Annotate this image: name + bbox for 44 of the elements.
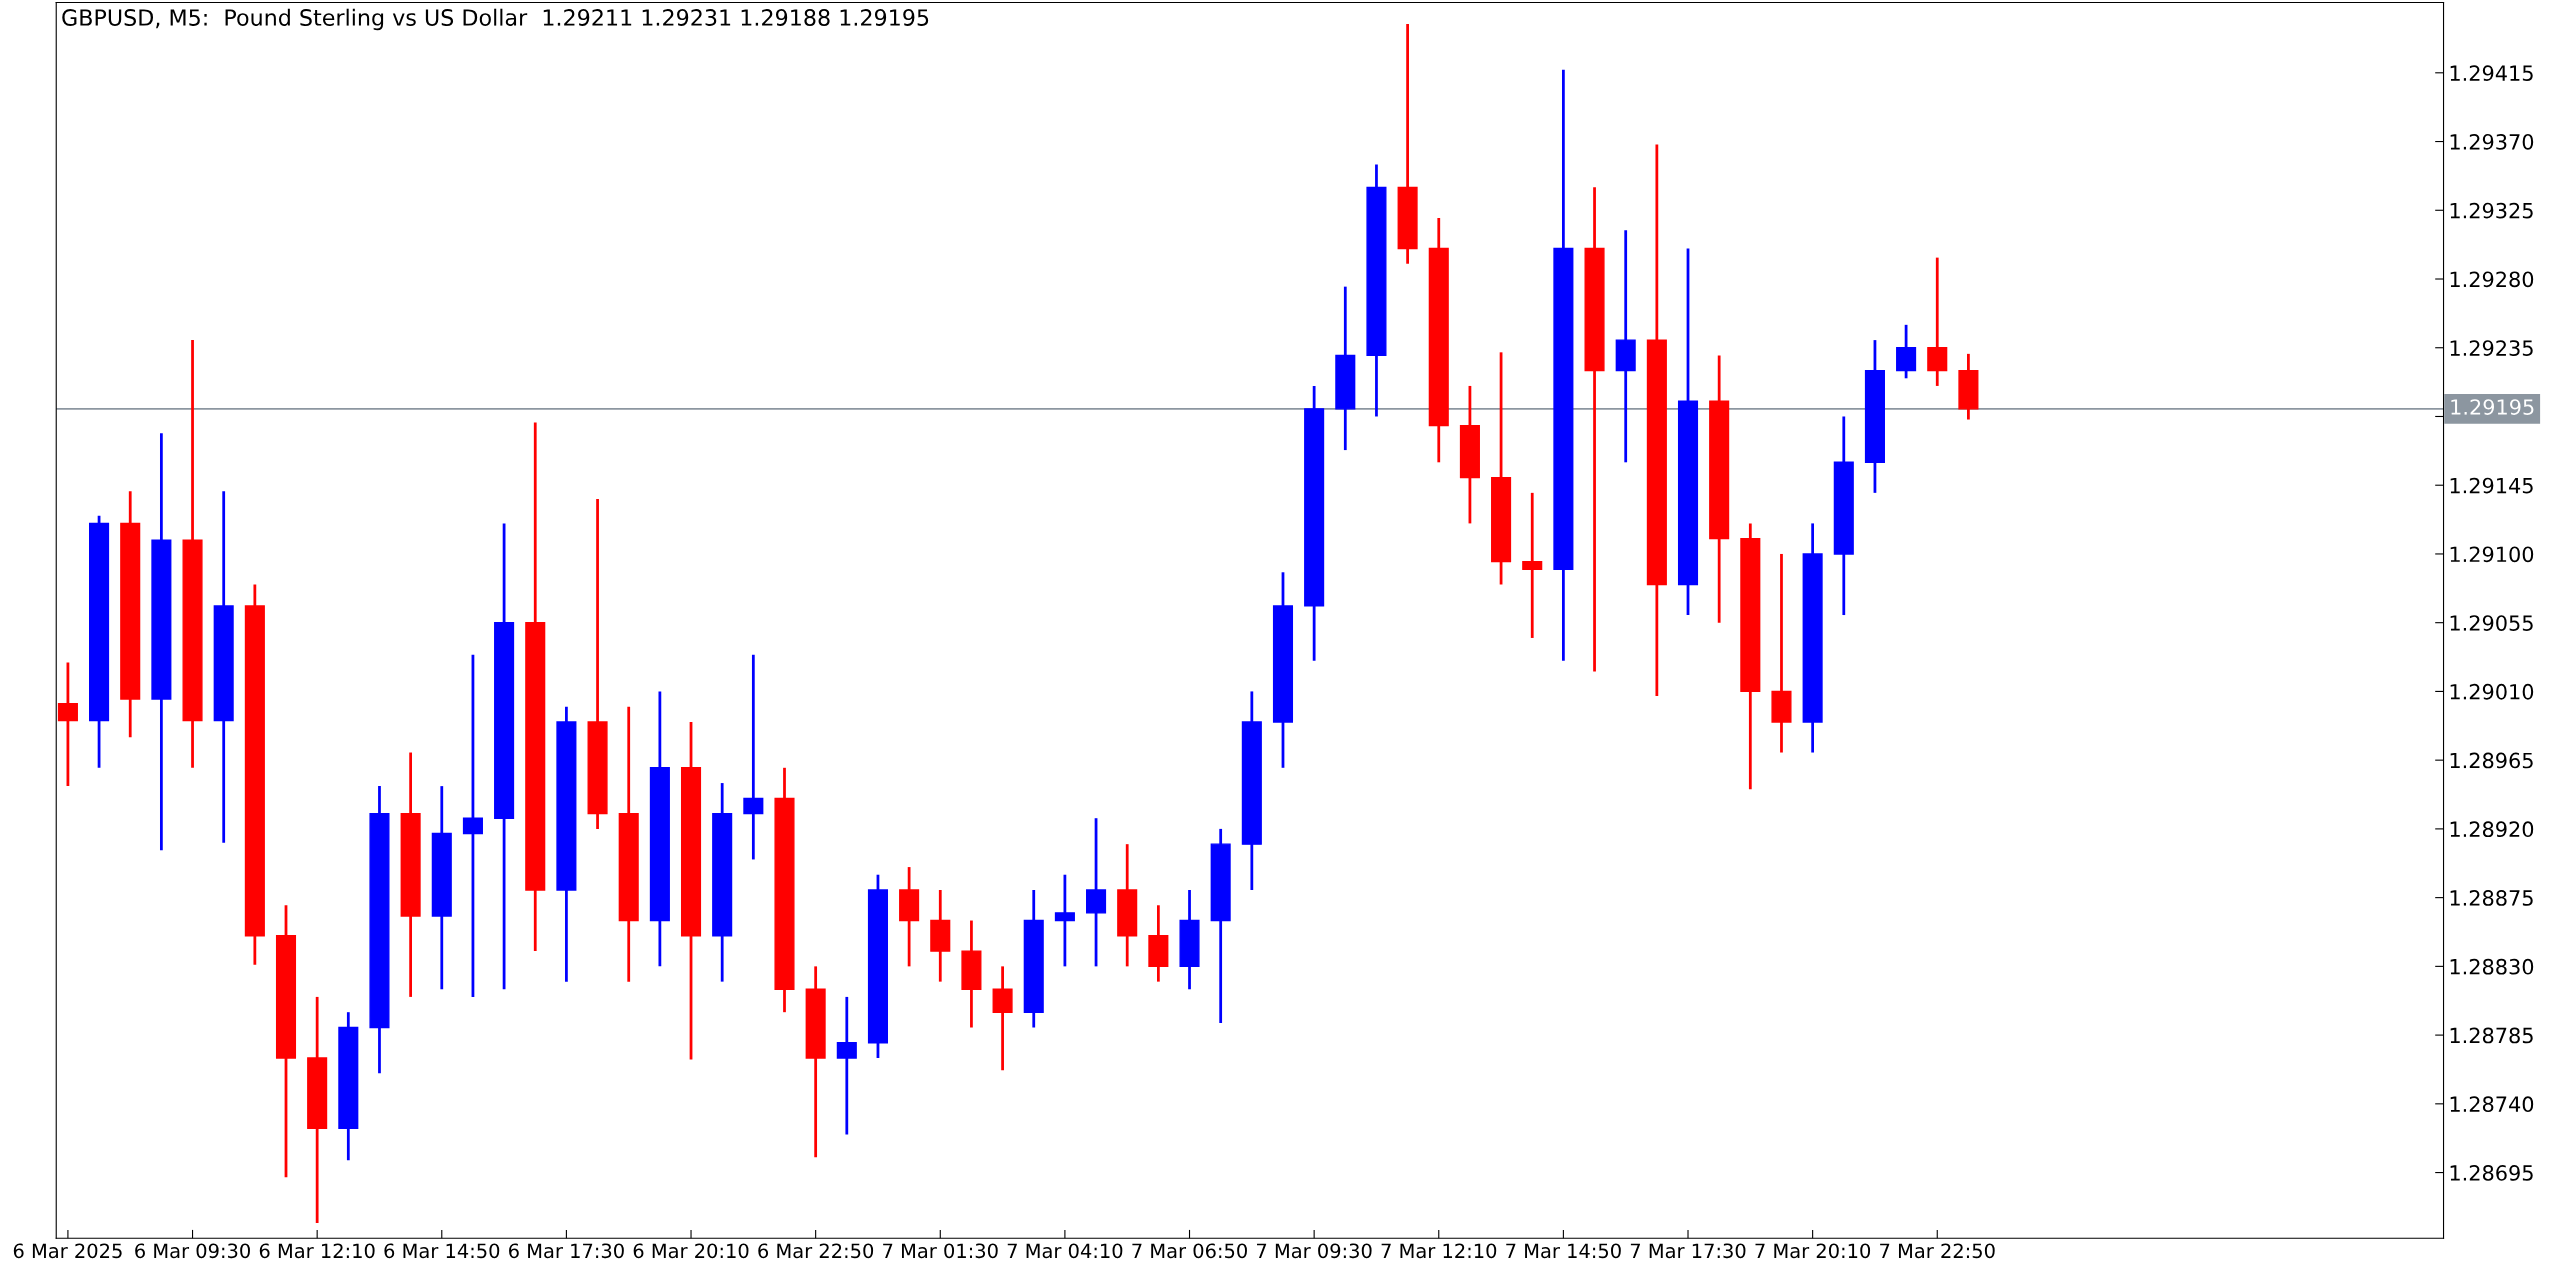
y-tick-label: 1.29280 — [2450, 271, 2534, 288]
x-tick-label: 6 Mar 14:50 — [384, 1243, 500, 1259]
candlestick — [743, 653, 764, 861]
y-tick-label: 1.29100 — [2450, 546, 2534, 563]
y-tick-label: 1.29010 — [2450, 683, 2534, 700]
y-tick-label: 1.28695 — [2450, 1165, 2533, 1181]
x-tick-label: 6 Mar 09:30 — [135, 1243, 250, 1259]
x-tick-label: 7 Mar 14:50 — [1506, 1243, 1621, 1259]
x-tick-label: 7 Mar 09:30 — [1257, 1243, 1372, 1259]
candlestick — [57, 661, 78, 788]
x-tick-label: 7 Mar 17:30 — [1630, 1243, 1746, 1259]
candlestick — [992, 964, 1013, 1072]
y-tick-label: 1.28830 — [2450, 958, 2534, 975]
y-tick-label: 1.28740 — [2450, 1096, 2534, 1113]
y-tick-label: 1.28965 — [2450, 752, 2533, 769]
candlestick — [836, 995, 857, 1136]
x-tick-label: 6 Mar 20:10 — [633, 1243, 749, 1259]
x-tick-label: 6 Mar 2025 — [13, 1243, 122, 1259]
y-tick-label: 1.29415 — [2450, 65, 2533, 82]
y-tick-label: 1.29055 — [2450, 615, 2533, 631]
candlestick — [1927, 256, 1948, 388]
x-tick-label: 7 Mar 06:50 — [1132, 1243, 1247, 1259]
y-tick-label: 1.29325 — [2450, 202, 2533, 219]
x-tick-label: 7 Mar 01:30 — [883, 1243, 998, 1259]
y-tick-label: 1.28875 — [2450, 890, 2533, 906]
candlestick — [1896, 323, 1917, 380]
candlestick — [1522, 491, 1543, 640]
y-tick-label: 1.28920 — [2450, 821, 2534, 838]
x-tick-label: 7 Mar 22:50 — [1880, 1243, 1995, 1259]
y-tick-label: 1.28785 — [2450, 1027, 2533, 1044]
x-tick-label: 6 Mar 12:10 — [259, 1243, 375, 1259]
ref-line-label: 1.29195 — [2451, 399, 2534, 415]
y-tick-label: 1.29145 — [2450, 477, 2533, 494]
y-tick-label: 1.29370 — [2450, 133, 2534, 150]
y-tick-label: 1.29235 — [2450, 340, 2533, 356]
x-tick-label: 6 Mar 17:30 — [509, 1243, 624, 1259]
x-tick-label: 6 Mar 22:50 — [758, 1243, 874, 1259]
x-tick-label: 7 Mar 20:10 — [1755, 1243, 1871, 1259]
x-tick-label: 7 Mar 12:10 — [1381, 1243, 1497, 1259]
candlestick — [1086, 816, 1107, 968]
candlestick — [1054, 873, 1075, 968]
x-tick-label: 7 Mar 04:10 — [1007, 1243, 1123, 1259]
candlestick — [462, 653, 483, 999]
chart-title: GBPUSD, M5: Pound Sterling vs US Dollar 1.29211 1.29231 1.29188 1.29195 — [62, 8, 929, 31]
